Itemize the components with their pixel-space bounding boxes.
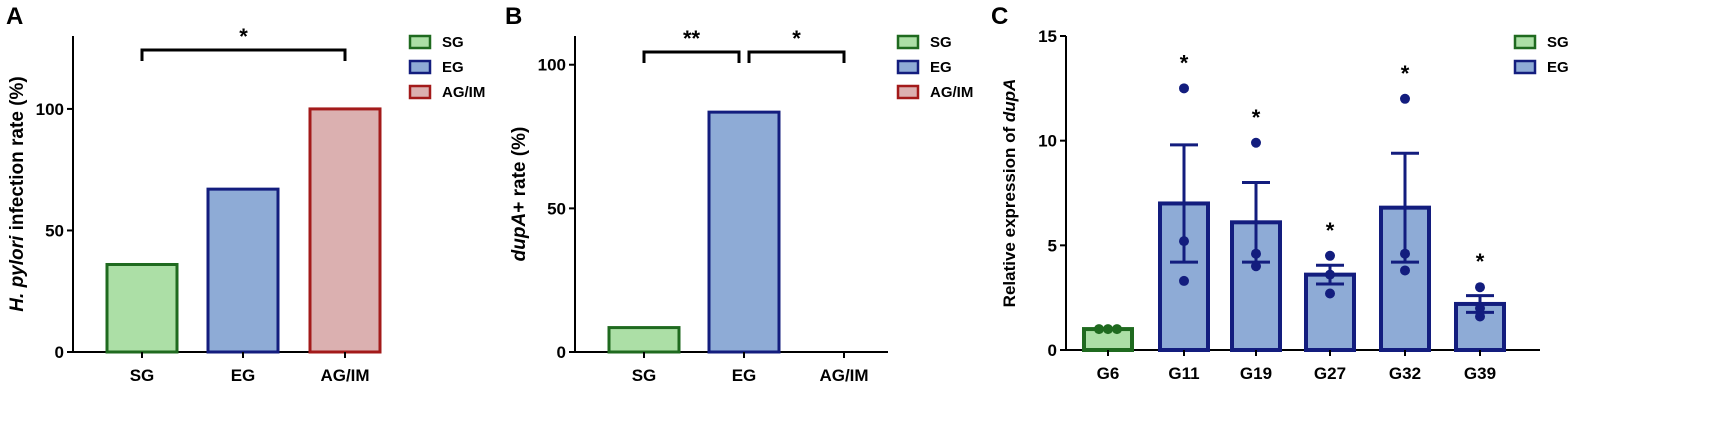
data-point	[1094, 324, 1104, 335]
y-tick-label: 0	[55, 343, 64, 362]
y-tick-label: 50	[45, 221, 64, 240]
bar	[105, 262, 179, 354]
y-axis-label: H. pylori infection rate (%)	[7, 76, 28, 311]
y-tick-label: 10	[1038, 132, 1057, 151]
legend-label: AG/IM	[930, 84, 973, 101]
x-tick-label: G11	[1168, 364, 1199, 383]
x-tick-label: G32	[1389, 364, 1421, 383]
legend-swatch	[408, 34, 432, 50]
significance-label: **	[683, 26, 701, 51]
legend-swatch	[408, 84, 432, 100]
x-tick-label: EG	[231, 366, 256, 385]
data-point	[1251, 137, 1261, 148]
panel-label: C	[991, 3, 1008, 30]
panel-label: B	[505, 3, 522, 30]
data-point	[1251, 248, 1261, 259]
data-point	[1400, 93, 1410, 104]
data-point	[1400, 265, 1410, 276]
significance-star: *	[1401, 61, 1410, 86]
legend-label: AG/IM	[442, 84, 485, 101]
data-point	[1475, 303, 1485, 314]
legend-swatch	[1513, 59, 1537, 75]
y-tick-label: 100	[36, 100, 64, 119]
data-point	[1475, 282, 1485, 293]
y-tick-label: 50	[547, 199, 566, 218]
legend-label: EG	[442, 59, 464, 76]
x-tick-label: AG/IM	[819, 366, 868, 385]
legend-swatch	[896, 59, 920, 75]
x-tick-label: G6	[1097, 364, 1120, 383]
x-tick-label: AG/IM	[320, 366, 369, 385]
panel-label: A	[6, 3, 23, 30]
significance-star: *	[1180, 50, 1189, 75]
x-tick-label: SG	[130, 366, 155, 385]
significance-star: *	[1252, 105, 1261, 130]
data-point	[1325, 288, 1335, 299]
x-tick-label: SG	[632, 366, 657, 385]
data-point	[1179, 83, 1189, 94]
bar	[308, 107, 382, 354]
y-tick-label: 0	[557, 343, 566, 362]
legend-swatch	[896, 84, 920, 100]
y-tick-label: 15	[1038, 27, 1057, 46]
legend-label: SG	[1547, 34, 1569, 51]
data-point	[1400, 248, 1410, 259]
legend-swatch	[1513, 34, 1537, 50]
significance-bracket	[140, 48, 347, 61]
legend-label: EG	[1547, 59, 1569, 76]
significance-star: *	[1476, 249, 1485, 274]
data-point	[1325, 250, 1335, 261]
legend-label: SG	[930, 34, 952, 51]
data-point	[1179, 236, 1189, 247]
y-tick-label: 5	[1048, 236, 1057, 255]
y-tick-label: 100	[538, 56, 566, 75]
y-axis-label: Relative expression of dupA	[1000, 79, 1019, 308]
data-point	[1112, 324, 1122, 335]
x-tick-label: G27	[1314, 364, 1346, 383]
data-point	[1179, 275, 1189, 286]
significance-star: *	[1326, 218, 1335, 243]
legend-swatch	[408, 59, 432, 75]
legend-label: SG	[442, 34, 464, 51]
y-tick-label: 0	[1048, 341, 1057, 360]
x-tick-label: EG	[732, 366, 757, 385]
data-point	[1103, 324, 1113, 335]
bar	[206, 187, 280, 354]
data-point	[1475, 311, 1485, 322]
data-point	[1325, 269, 1335, 280]
significance-label: *	[792, 26, 801, 51]
bar	[1304, 272, 1356, 353]
legend-label: EG	[930, 59, 952, 76]
significance-bracket	[642, 50, 741, 63]
legend-swatch	[896, 34, 920, 50]
significance-label: *	[239, 24, 248, 49]
bar	[707, 110, 781, 354]
significance-bracket	[747, 50, 846, 63]
x-tick-label: G39	[1464, 364, 1496, 383]
y-axis-label: dupA+ rate (%)	[509, 127, 530, 262]
data-point	[1251, 261, 1261, 272]
bar	[607, 326, 681, 354]
x-tick-label: G19	[1240, 364, 1272, 383]
